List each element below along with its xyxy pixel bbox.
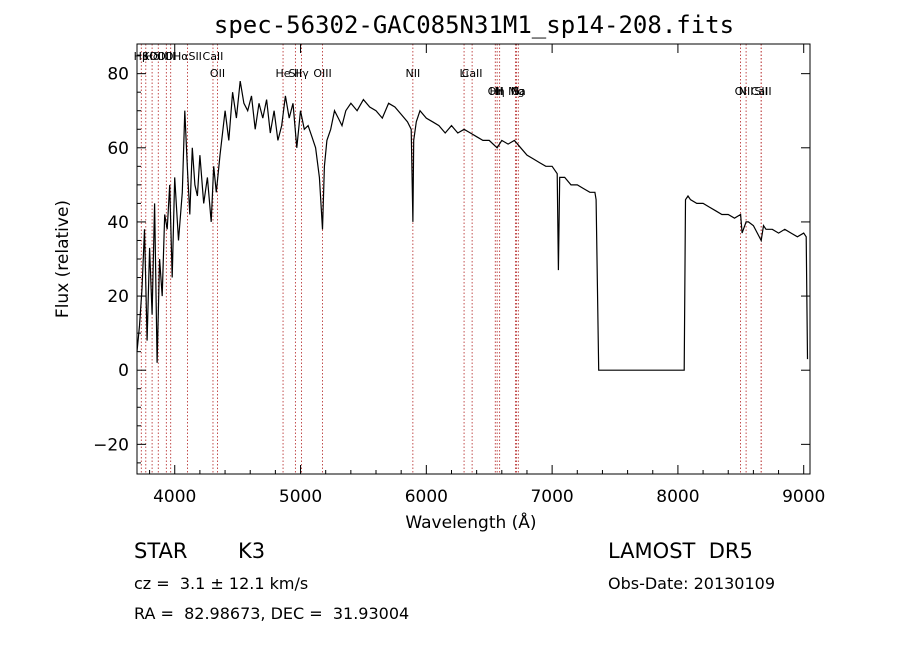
x-tick-label: 6000	[405, 487, 448, 507]
line-marker-label: CaII	[203, 50, 224, 63]
line-marker-label: OI	[165, 50, 177, 63]
object-subclass: K3	[238, 539, 266, 563]
x-tick-label: 4000	[153, 487, 196, 507]
line-marker-label: G	[511, 85, 520, 98]
line-marker-label: Hδ	[145, 50, 160, 63]
redshift-value: cz = 3.1 ± 12.1 km/s	[134, 574, 309, 593]
line-marker-label: Mg	[508, 85, 524, 98]
y-tick-label: 40	[107, 213, 129, 233]
y-tick-label: 20	[107, 287, 129, 307]
line-marker-label: OII	[488, 85, 503, 98]
spectrum-line	[136, 81, 809, 371]
line-marker-label: He	[276, 67, 291, 80]
coordinates: RA = 82.98673, DEC = 31.93004	[134, 604, 410, 623]
line-marker-label: OIII	[149, 50, 167, 63]
y-axis-label: Flux (relative)	[53, 200, 73, 318]
x-tick-label: 9000	[782, 487, 825, 507]
line-marker-label: CaII	[751, 85, 772, 98]
observation-date: Obs-Date: 20130109	[608, 574, 776, 593]
x-axis: 4000 5000 6000 7000 8000 9000	[149, 44, 825, 507]
chart-title: spec-56302-GAC085N31M1_sp14-208.fits	[214, 11, 734, 39]
line-marker-label: Hγ	[294, 67, 309, 80]
object-class: STAR	[134, 539, 188, 563]
line-marker-label: SII	[754, 85, 767, 98]
line-marker-label: HαSII	[173, 50, 202, 63]
line-marker-label: NII	[406, 67, 421, 80]
line-marker-label: OII	[210, 67, 225, 80]
y-tick-label: 80	[107, 65, 129, 85]
emission-line-markers	[140, 44, 762, 474]
y-tick-label: 0	[118, 361, 129, 381]
line-marker-label: CaII	[462, 67, 483, 80]
x-tick-label: 7000	[530, 487, 573, 507]
x-tick-label: 5000	[279, 487, 322, 507]
survey-name: LAMOST DR5	[608, 539, 753, 563]
y-tick-label: −20	[93, 435, 129, 455]
y-tick-label: 60	[107, 139, 129, 159]
line-marker-label: K	[142, 50, 150, 63]
x-axis-label: Wavelength (Å)	[405, 511, 536, 533]
line-marker-label: Hη	[490, 85, 505, 98]
x-tick-label: 8000	[656, 487, 699, 507]
y-axis: −20 0 20 40 60 80	[93, 54, 810, 464]
line-marker-label: OI	[735, 85, 747, 98]
line-marker-label: OIII	[157, 50, 175, 63]
line-marker-label: Na	[511, 85, 526, 98]
line-marker-label: SII	[289, 67, 302, 80]
line-marker-label: H	[496, 85, 504, 98]
line-marker-label: NII	[739, 85, 754, 98]
line-marker-label: Li	[459, 67, 468, 80]
line-marker-label: OIII	[313, 67, 331, 80]
